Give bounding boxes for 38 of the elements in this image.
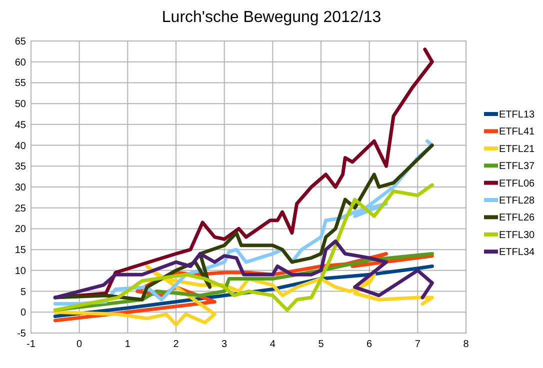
legend-label: ETFL21: [499, 144, 536, 155]
y-tick-label: -5: [17, 328, 26, 340]
legend-label: ETFL37: [499, 161, 536, 172]
chart-title: Lurch'sche Bewegung 2012/13: [162, 9, 382, 26]
line-series: [53, 239, 434, 300]
legend-label: ETFL41: [499, 126, 536, 138]
line-series: [53, 48, 434, 300]
y-tick-label: 25: [14, 203, 26, 214]
legend-label: ETFL06: [499, 178, 536, 190]
legend-label: ETFL30: [499, 230, 536, 241]
y-tick-label: 35: [14, 162, 26, 173]
y-tick-label: 45: [14, 120, 26, 131]
y-tick-label: 20: [14, 224, 26, 236]
x-tick-label: 7: [414, 339, 421, 350]
legend-label: ETFL34: [499, 247, 536, 258]
y-tick-label: 60: [14, 57, 26, 68]
x-tick-label: 8: [463, 339, 470, 350]
x-tick-label: 1: [124, 339, 131, 350]
x-tick-label: 3: [222, 339, 228, 350]
x-tick-label: 0: [76, 339, 83, 350]
legend-label: ETFL26: [499, 212, 536, 224]
y-tick-label: 50: [14, 99, 26, 110]
x-tick-label: 6: [366, 339, 373, 350]
y-tick-label: 55: [14, 78, 26, 90]
y-tick-label: 15: [14, 245, 26, 256]
y-tick-label: 0: [20, 308, 26, 319]
y-tick-label: 30: [14, 182, 26, 194]
x-tick-label: 4: [270, 339, 276, 350]
y-tick-label: 65: [14, 36, 26, 48]
y-tick-label: 10: [14, 266, 26, 277]
y-tick-label: 5: [20, 286, 26, 298]
legend-label: ETFL28: [499, 196, 536, 206]
x-tick-label: -1: [26, 339, 36, 350]
line-series: [53, 183, 434, 312]
legend-label: ETFL13: [499, 110, 536, 120]
y-tick-label: 40: [14, 140, 26, 152]
x-tick-label: 2: [173, 339, 180, 350]
x-tick-label: 5: [318, 339, 324, 350]
